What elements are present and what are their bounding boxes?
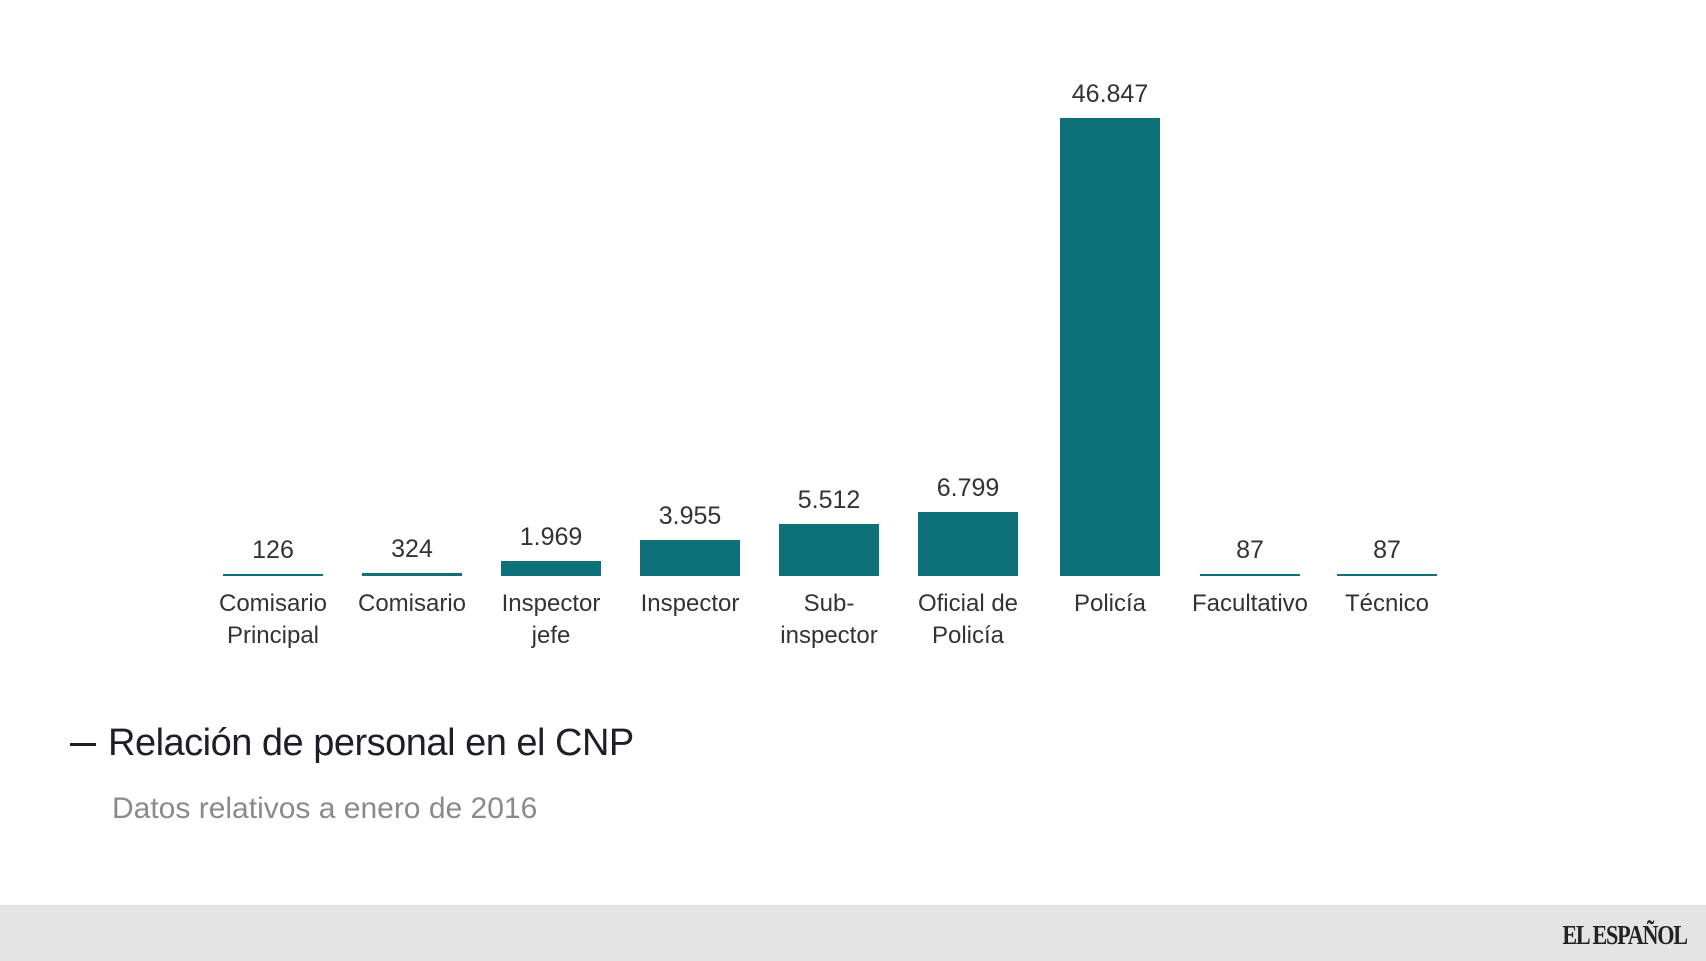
bar-column: 324 Comisario [358,0,466,700]
value-label: 5.512 [797,486,861,514]
chart-subtitle: Datos relativos a enero de 2016 [112,792,538,825]
category-label: Comisario [322,588,502,620]
category-label-line2: jefe [531,622,571,649]
category-label-line1: Policía [1073,590,1147,617]
bar-column: 126 Comisario Principal [219,0,327,700]
bar [1200,574,1300,576]
category-label-line1: Comisario [218,590,328,617]
value-label: 1.969 [519,523,583,551]
bar-column: 5.512 Sub-inspector [779,0,879,700]
category-label-line1: Comisario [357,590,467,617]
category-label-line2: Principal [226,622,320,649]
bar [223,574,323,576]
value-label: 87 [1373,536,1401,564]
category-label: Inspector [600,588,780,620]
category-label-line1: Sub- [803,590,855,617]
category-label: Inspector jefe [461,588,641,652]
value-label: 87 [1236,536,1264,564]
bar [918,512,1018,576]
value-label: 3.955 [658,502,722,530]
category-label-line1: Oficial de [917,590,1019,617]
value-label: 6.799 [936,474,1000,502]
category-label-line1: Inspector [501,590,601,617]
category-label: Técnico [1297,588,1477,620]
category-label: Comisario Principal [183,588,363,652]
bar [1060,118,1160,576]
bar [640,540,740,576]
category-label: Facultativo [1160,588,1340,620]
bar-column: 3.955 Inspector [640,0,740,700]
category-label-line1: Técnico [1344,590,1430,617]
bar-column: 87 Técnico [1337,0,1437,700]
value-label: 324 [391,535,433,563]
category-label-line2: Policía [931,622,1005,649]
bar [1337,574,1437,576]
bar-chart: 126 Comisario Principal 324 Comisario 1.969 In… [219,0,1437,700]
bar [501,561,601,576]
category-label: Oficial de Policía [878,588,1058,652]
bar-column: 6.799 Oficial de Policía [918,0,1018,700]
bar-column: 87 Facultativo [1192,0,1308,700]
category-label: Sub-inspector [739,588,919,652]
bar [779,524,879,576]
category-label-line1: Facultativo [1191,590,1309,617]
bar [362,573,462,576]
title-dash [70,743,96,747]
chart-title: Relación de personal en el CNP [70,722,634,765]
value-label: 126 [252,536,294,564]
category-label-line1: Inspector [640,590,740,617]
footer-bar: EL ESPAÑOL [0,905,1706,961]
category-label: Policía [1020,588,1200,620]
bar-column: 1.969 Inspector jefe [501,0,601,700]
value-label: 46.847 [1071,80,1149,108]
bar-column: 46.847 Policía [1060,0,1160,700]
el-espanol-logo: EL ESPAÑOL [1562,920,1689,950]
category-label-line2: inspector [780,622,878,649]
chart-title-text: Relación de personal en el CNP [108,722,634,764]
